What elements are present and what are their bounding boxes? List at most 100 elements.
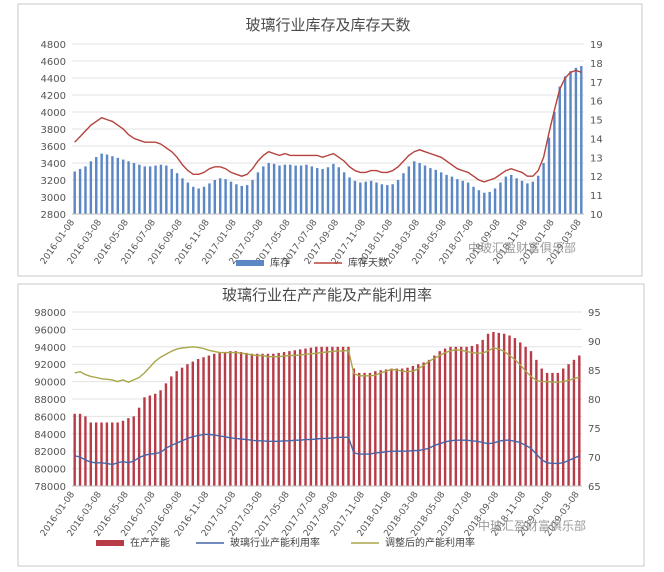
bar-在产产能 xyxy=(73,413,76,486)
bar-库存 xyxy=(386,185,389,214)
y-left-tick-label: 82000 xyxy=(34,447,66,458)
bar-库存 xyxy=(121,159,125,214)
bar-在产产能 xyxy=(374,371,377,486)
bar-在产产能 xyxy=(127,418,130,486)
y-left-tick-label: 98000 xyxy=(34,308,66,319)
bar-在产产能 xyxy=(454,346,458,486)
bar-库存 xyxy=(240,185,243,214)
bar-库存 xyxy=(396,180,400,214)
bar-库存 xyxy=(251,180,254,214)
bar-库存 xyxy=(289,164,292,214)
bar-库存 xyxy=(461,180,464,214)
bar-在产产能 xyxy=(223,352,227,486)
y-right-tick-label: 90 xyxy=(588,337,601,348)
bar-库存 xyxy=(73,171,76,214)
bar-库存 xyxy=(305,164,308,214)
bar-库存 xyxy=(450,176,454,214)
bar-在产产能 xyxy=(180,367,184,486)
bar-在产产能 xyxy=(100,422,103,486)
bar-在产产能 xyxy=(492,332,495,486)
y-left-tick-label: 80000 xyxy=(34,465,66,476)
bar-库存 xyxy=(278,165,281,214)
bar-库存 xyxy=(456,179,459,214)
y-left-tick-label: 4600 xyxy=(41,57,66,68)
capacity-chart: 玻璃行业在产产能及产能利用率 78000 80000 82000 84000 86000 8… xyxy=(17,283,645,567)
bar-库存 xyxy=(267,163,270,214)
bar-库存 xyxy=(213,180,217,214)
bar-在产产能 xyxy=(486,333,490,486)
bar-在产产能 xyxy=(245,352,248,486)
bar-在产产能 xyxy=(449,346,452,486)
bar-库存 xyxy=(429,168,432,214)
bar-库存 xyxy=(364,181,367,214)
bar-库存 xyxy=(574,67,578,214)
bar-在产产能 xyxy=(315,346,318,486)
bar-在产产能 xyxy=(400,368,404,486)
chart-title: 玻璃行业在产产能及产能利用率 xyxy=(222,286,432,304)
bar-库存 xyxy=(294,165,297,214)
bar-库存 xyxy=(95,157,98,214)
bar-在产产能 xyxy=(524,346,527,486)
bar-库存 xyxy=(186,182,190,214)
bar-库存 xyxy=(332,163,335,214)
line-series-玻璃行业产能利用率 xyxy=(74,433,580,466)
bar-库存 xyxy=(342,172,346,214)
bar-库存 xyxy=(245,185,249,214)
bar-在产产能 xyxy=(438,351,441,486)
bar-库存 xyxy=(369,180,373,214)
bar-在产产能 xyxy=(535,359,538,486)
bar-在产产能 xyxy=(164,383,168,486)
bar-在产产能 xyxy=(470,345,474,486)
bar-库存 xyxy=(175,173,179,214)
y-right-tick-label: 10 xyxy=(590,210,603,221)
bar-在产产能 xyxy=(336,346,339,486)
bar-库存 xyxy=(531,181,535,214)
bar-库存 xyxy=(235,184,238,214)
bar-在产产能 xyxy=(406,367,409,486)
y-right-tick-label: 16 xyxy=(590,97,603,108)
bar-库存 xyxy=(159,164,163,214)
bar-库存 xyxy=(423,165,427,214)
bar-在产产能 xyxy=(207,355,211,486)
bar-库存 xyxy=(100,153,103,214)
bar-库存 xyxy=(580,66,583,214)
bar-在产产能 xyxy=(320,346,323,486)
bar-库存 xyxy=(547,137,551,214)
bar-在产产能 xyxy=(298,349,302,486)
bar-库存 xyxy=(105,154,109,214)
y-left-tick-label: 3800 xyxy=(41,125,66,136)
bar-在产产能 xyxy=(325,346,329,486)
bar-在产产能 xyxy=(116,422,119,486)
bar-在产产能 xyxy=(234,351,237,486)
bar-库存 xyxy=(510,174,513,214)
y-left-tick-label: 3000 xyxy=(41,193,66,204)
y-left-tick-label: 2800 xyxy=(41,210,66,221)
bar-在产产能 xyxy=(556,372,560,486)
bar-库存 xyxy=(148,166,152,214)
bar-库存 xyxy=(483,192,486,214)
chart-title: 玻璃行业库存及库存天数 xyxy=(245,16,410,34)
bar-在产产能 xyxy=(277,352,280,486)
y-left-tick-label: 3600 xyxy=(41,142,66,153)
bar-在产产能 xyxy=(519,342,522,486)
bar-库存 xyxy=(526,183,529,214)
bar-库存 xyxy=(208,183,211,214)
bar-在产产能 xyxy=(529,351,533,486)
bar-在产产能 xyxy=(266,353,270,486)
bar-库存 xyxy=(439,172,443,214)
y-left-tick-label: 4200 xyxy=(41,91,66,102)
y-right-tick-label: 70 xyxy=(588,453,601,464)
bar-在产产能 xyxy=(341,346,345,486)
legend-label: 库存 xyxy=(270,256,290,269)
bar-库存 xyxy=(78,168,82,214)
legend-swatch xyxy=(236,260,264,266)
y-left-tick-label: 4800 xyxy=(41,40,66,51)
bar-在产产能 xyxy=(186,364,189,486)
y-right-tick-label: 80 xyxy=(588,395,601,406)
bar-在产产能 xyxy=(239,352,243,486)
bar-库存 xyxy=(472,186,475,214)
bar-库存 xyxy=(418,163,421,214)
bar-在产产能 xyxy=(159,390,162,486)
bar-库存 xyxy=(477,190,481,214)
bar-库存 xyxy=(445,174,448,214)
